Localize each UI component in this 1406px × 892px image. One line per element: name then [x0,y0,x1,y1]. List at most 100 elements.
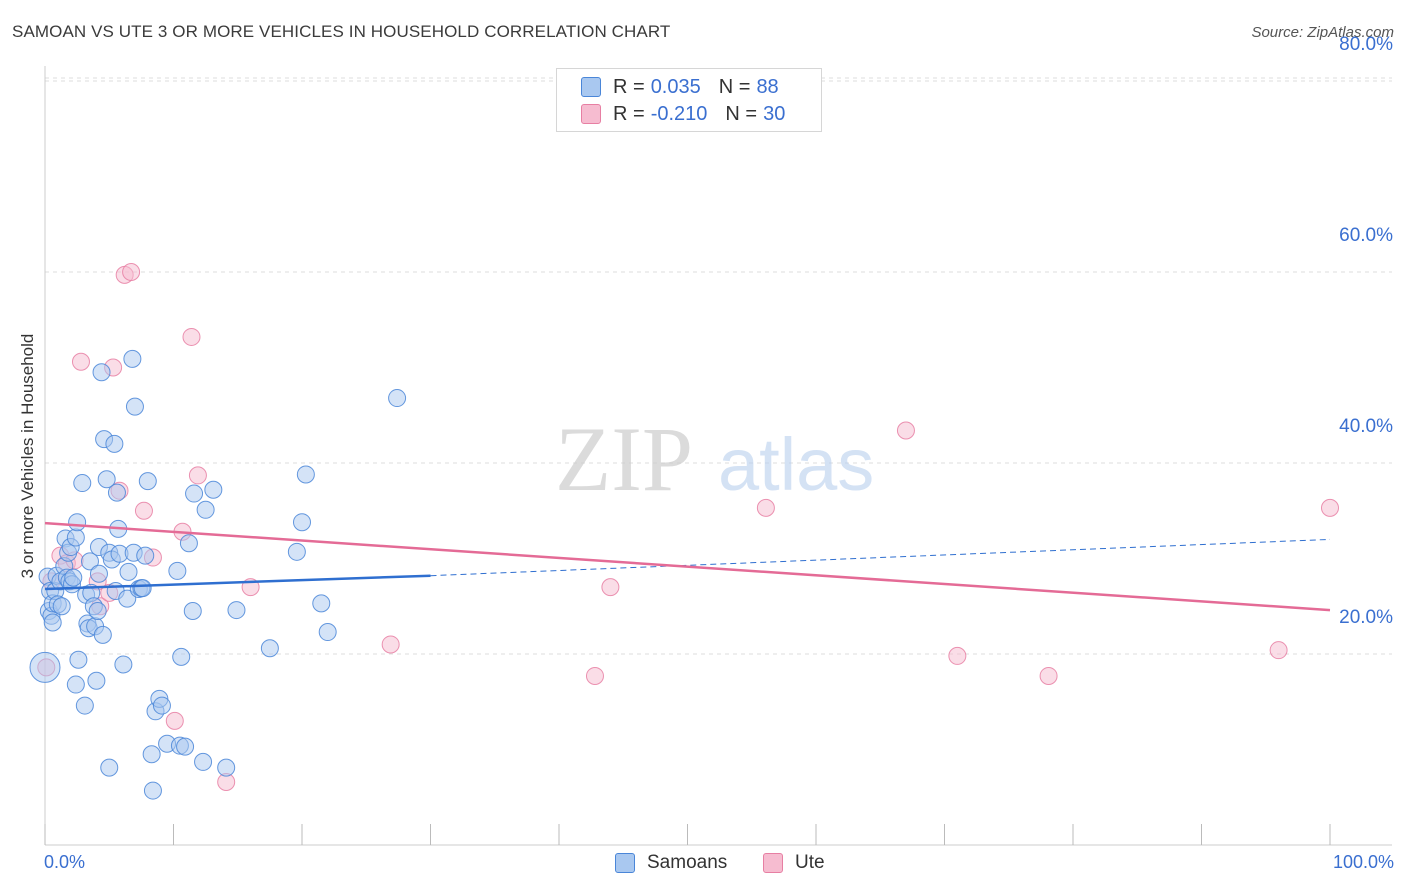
samoans-n-label: N = [718,75,751,98]
watermark-zip: ZIP [555,408,693,510]
y-tick-label: 20.0% [1339,607,1393,628]
samoans-point [89,564,108,583]
samoans-point [185,484,204,503]
ute-n-value: 30 [763,102,786,125]
samoans-point [92,363,111,382]
samoans-point [114,655,133,674]
samoans-point [227,601,246,620]
samoans-point [93,625,112,644]
samoans-point [107,483,126,502]
ute-legend-swatch [763,853,783,873]
samoans-point [183,602,202,621]
x-tick-label-min: 0.0% [44,852,86,872]
samoans-point [143,781,162,800]
samoans-point [73,474,92,493]
samoans-point [52,597,71,616]
trendlines [44,521,1331,612]
bottom-legend: Samoans Ute [0,852,1406,876]
samoans-point [217,758,236,777]
y-tick-labels: 20.0% 40.0% 60.0% 80.0% [1339,34,1393,628]
samoans-point [296,465,315,484]
samoans-swatch [581,77,601,97]
samoans-point [97,470,116,489]
ute-point [948,646,967,665]
samoans-point [68,513,87,532]
bottom-legend-samoans: Samoans [615,852,727,874]
ute-r-value: -0.210 [650,102,708,125]
y-tick-label: 40.0% [1339,416,1393,437]
samoans-point [179,534,198,553]
samoans-point [125,397,144,416]
samoans-trendline-extension [430,538,1331,577]
legend-row-ute: R = -0.210 N = 30 [581,102,785,126]
samoans-point [260,639,279,658]
samoans-point [29,651,61,683]
samoans-point [87,671,106,690]
samoans-legend-swatch [615,853,635,873]
ute-point [585,666,604,685]
samoans-point [152,696,171,715]
samoans-point [194,752,213,771]
samoans-point [168,561,187,580]
ute-point [188,466,207,485]
y-tick-label: 80.0% [1339,34,1393,55]
samoans-point [172,647,191,666]
y-tick-label: 60.0% [1339,225,1393,246]
watermark-atlas: atlas [718,423,874,506]
bottom-legend-ute: Ute [763,852,825,874]
samoans-point [133,579,152,598]
samoans-trendline [44,574,431,591]
samoans-point [123,349,142,368]
samoans-point [388,389,407,408]
samoans-point [66,675,85,694]
samoans-point [138,472,157,491]
samoans-point [69,650,88,669]
samoans-r-label: R = [613,75,645,98]
source-credit: Source: ZipAtlas.com [1251,24,1394,41]
samoans-r-value: 0.035 [650,75,701,98]
ute-legend-label: Ute [795,852,825,873]
samoans-point [100,758,119,777]
samoans-point [75,696,94,715]
samoans-point [43,613,62,632]
ute-point [1269,641,1288,660]
samoans-point [64,568,83,587]
samoans-point [142,745,161,764]
x-tick-label-max: 100.0% [1332,852,1394,872]
samoans-point [318,623,337,642]
ute-point [182,327,201,346]
samoans-point [88,602,107,621]
ute-point [1039,666,1058,685]
samoans-point [312,594,331,613]
correlation-legend: R = 0.035 N = 88 R = -0.210 N = 30 [556,68,822,132]
samoans-point [119,562,138,581]
chart-title: SAMOAN VS UTE 3 OR MORE VEHICLES IN HOUS… [12,22,671,41]
ute-n-label: N = [725,102,758,125]
ute-point [756,498,775,517]
y-axis-label: 3 or more Vehicles in Household [18,333,37,579]
samoans-point [287,542,306,561]
ute-r-label: R = [613,102,645,125]
ute-point [381,635,400,654]
samoans-n-value: 88 [756,75,779,98]
ute-point [601,578,620,597]
axes [44,66,1392,846]
ute-trendline [44,521,1331,612]
ute-point [165,711,184,730]
ute-point [896,421,915,440]
ute-point [122,263,141,281]
samoans-point [66,528,85,547]
samoans-point [118,589,137,608]
samoans-points [29,349,407,800]
samoans-point [176,737,195,756]
ute-point [71,352,90,371]
ute-point [1321,498,1339,517]
ute-point [134,501,153,520]
samoans-legend-label: Samoans [647,852,728,873]
samoans-point [204,480,223,499]
samoans-point [196,500,215,519]
ute-swatch [581,104,601,124]
samoans-point [105,434,124,453]
samoans-point [136,546,155,565]
samoans-point [80,552,99,571]
